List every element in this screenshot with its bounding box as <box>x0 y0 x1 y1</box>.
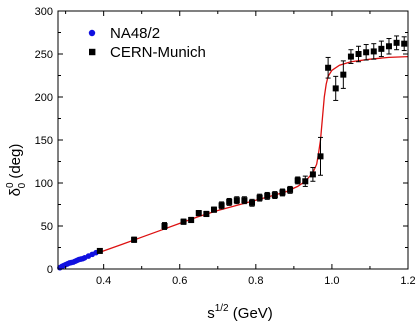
data-point <box>378 45 385 52</box>
y-axis-label-main: δ <box>7 188 24 196</box>
model-curve <box>59 55 409 269</box>
data-point <box>317 153 324 160</box>
x-tick-label: 0.6 <box>172 275 187 287</box>
data-point <box>161 223 168 229</box>
data-point <box>264 192 271 199</box>
data-point <box>195 210 202 217</box>
legend-marker-0 <box>88 29 96 37</box>
y-axis-label: δ00 (deg) <box>5 144 28 197</box>
data-point <box>393 39 400 46</box>
data-point <box>271 192 278 199</box>
y-axis-label-unit: (deg) <box>7 144 24 183</box>
x-axis-label-unit: (GeV) <box>229 305 273 322</box>
data-point <box>332 85 339 92</box>
data-point <box>256 194 263 201</box>
x-axis-label-sup: 1/2 <box>215 303 229 314</box>
data-point <box>233 197 240 204</box>
data-point <box>287 186 294 193</box>
x-tick-label: 0.4 <box>96 275 111 287</box>
legend-label: CERN-Munich <box>110 44 206 61</box>
plot-area <box>57 35 409 271</box>
series-cern-munich <box>96 35 408 254</box>
data-point <box>347 53 354 60</box>
data-point <box>218 202 225 209</box>
y-tick-label: 0 <box>47 264 53 276</box>
y-tick-label: 300 <box>35 6 53 18</box>
x-axis-label: s1/2 (GeV) <box>207 303 273 322</box>
data-point <box>131 236 138 243</box>
data-point <box>203 210 210 217</box>
data-point <box>294 177 301 184</box>
series-na48-2 <box>57 249 99 271</box>
data-point <box>385 43 392 50</box>
data-point <box>401 40 408 47</box>
data-point <box>355 51 362 57</box>
data-point <box>363 49 370 56</box>
data-point <box>210 206 217 213</box>
data-point <box>302 178 309 185</box>
data-point <box>226 198 233 205</box>
data-point <box>325 64 332 71</box>
y-axis-label-sup: 0 <box>5 182 16 188</box>
data-point <box>188 216 195 223</box>
legend: NA48/2 CERN-Munich <box>88 25 206 61</box>
legend-marker-1 <box>89 48 96 56</box>
x-axis-label-main: s <box>207 305 215 322</box>
data-point <box>241 197 248 204</box>
y-tick-label: 150 <box>35 135 53 147</box>
legend-label: NA48/2 <box>110 25 160 42</box>
y-tick-label: 200 <box>35 92 53 104</box>
data-point <box>96 247 103 254</box>
data-point <box>340 71 347 78</box>
x-tick-label: 1.0 <box>324 275 339 287</box>
x-tick-label: 1.2 <box>400 275 415 287</box>
data-point <box>279 189 286 196</box>
data-point <box>309 171 316 178</box>
axes: 0.4 0.6 0.8 1.0 1.2 0 50 100 150 200 250 300 <box>35 6 416 287</box>
data-point <box>249 199 256 206</box>
y-tick-label: 100 <box>35 178 53 190</box>
data-point <box>370 48 377 55</box>
y-tick-label: 50 <box>41 221 53 233</box>
y-tick-label: 250 <box>35 49 53 61</box>
y-axis-label-sub: 0 <box>17 182 28 188</box>
data-point <box>180 218 187 225</box>
x-tick-label: 0.8 <box>248 275 263 287</box>
